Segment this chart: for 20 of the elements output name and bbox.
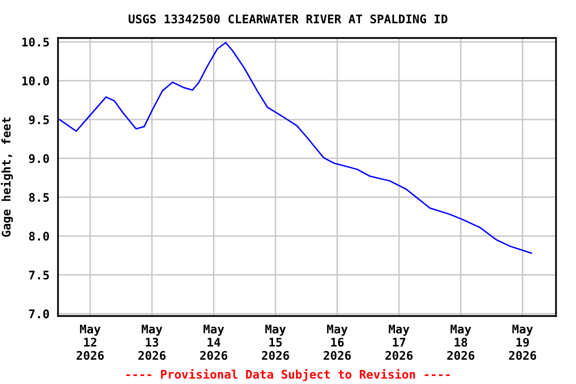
y-tick-label: 9.0: [28, 154, 49, 164]
x-tick-label: May 18 2026: [447, 324, 474, 360]
y-tick-label: 8.5: [29, 192, 49, 202]
line-series: [58, 42, 532, 254]
text: ---- Provisional Data Subject to Revision ----: [126, 368, 450, 382]
x-tick-label: May 14 2026: [200, 324, 228, 360]
y-tick-label: 7.5: [29, 270, 49, 280]
x-tick-label: May 19 2026: [508, 324, 536, 360]
y-axis-title: Gage height, feet: [0, 118, 13, 237]
y-tick-label: 8.0: [29, 232, 49, 241]
chart-title: USGS 13342500 CLEARWATER RIVER AT SPALDING ID: [128, 14, 448, 24]
y-tick-label: 7.0: [29, 309, 49, 318]
x-tick-label: May 17 2026: [385, 324, 413, 360]
x-tick-label: May 16 2026: [324, 324, 351, 360]
y-tick-label: 9.5: [28, 115, 49, 124]
x-tick-label: May 12 2026: [76, 324, 104, 360]
y-tick-label: 10.5: [22, 38, 49, 47]
y-tick-label: 10.0: [22, 76, 49, 86]
x-tick-label: May 15 2026: [262, 324, 290, 360]
x-tick-label: May 13 2026: [138, 324, 166, 360]
